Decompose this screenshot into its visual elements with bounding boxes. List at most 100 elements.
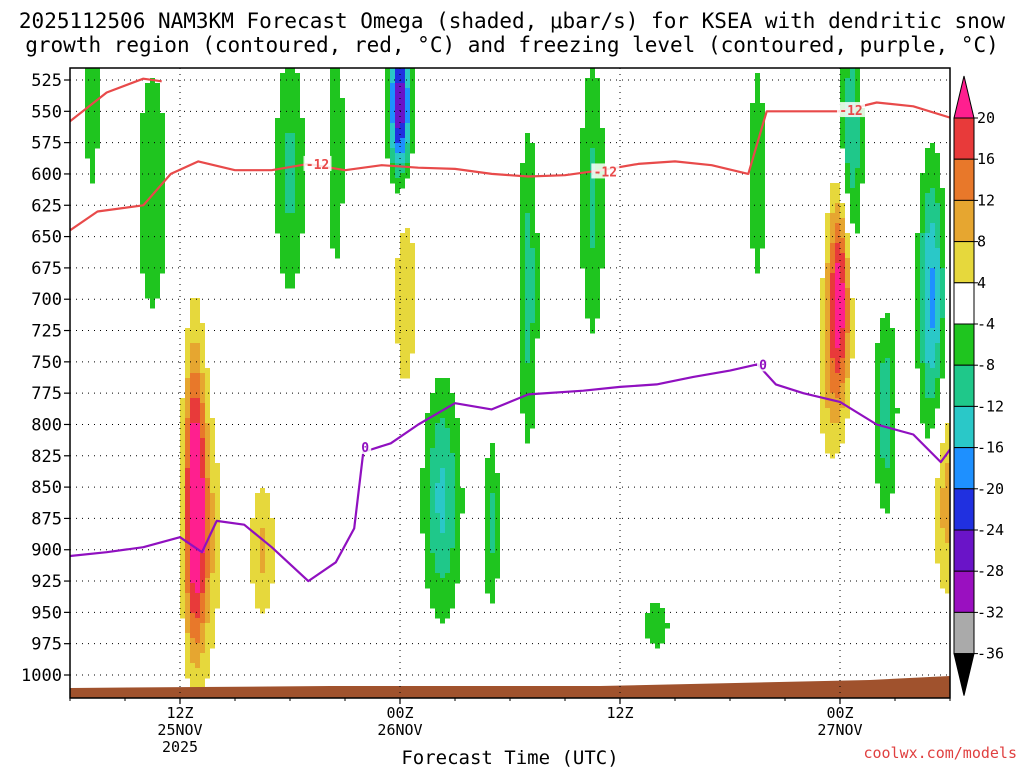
omega-cell [845, 323, 850, 329]
omega-cell [830, 253, 835, 259]
omega-cell [935, 228, 940, 234]
omega-cell [185, 343, 190, 349]
omega-cell [215, 498, 220, 504]
omega-cell [840, 208, 845, 214]
omega-cell [390, 173, 395, 179]
omega-cell [820, 358, 825, 364]
omega-cell [935, 548, 950, 554]
omega-cell [845, 123, 860, 129]
omega-cell [180, 588, 185, 594]
omega-cell [445, 528, 455, 534]
omega-cell [330, 128, 345, 134]
y-tick-label: 875 [31, 509, 62, 529]
omega-cell [935, 223, 940, 229]
omega-cell [520, 253, 525, 259]
omega-cell [400, 348, 415, 354]
omega-cell [210, 458, 215, 464]
omega-cell [830, 408, 840, 414]
omega-cell [180, 598, 185, 604]
omega-cell [195, 638, 200, 644]
omega-cell [825, 323, 830, 329]
omega-cell [185, 383, 190, 389]
omega-cell [185, 453, 190, 459]
omega-cell [920, 258, 925, 264]
omega-cell [840, 223, 845, 229]
omega-cell [260, 608, 265, 614]
omega-cell [265, 533, 275, 539]
omega-cell [590, 243, 595, 249]
omega-cell [330, 143, 345, 149]
omega-cell [940, 508, 950, 514]
omega-cell [85, 133, 100, 139]
omega-cell [330, 68, 340, 74]
omega-cell [205, 643, 215, 649]
omega-cell [535, 248, 540, 254]
omega-cell [830, 358, 835, 364]
omega-cell [845, 318, 850, 324]
omega-cell [520, 303, 525, 309]
omega-cell [455, 508, 465, 514]
omega-cell [880, 323, 890, 329]
omega-cell [495, 523, 500, 529]
omega-cell [330, 213, 340, 219]
omega-cell [940, 358, 945, 364]
omega-cell [920, 268, 925, 274]
omega-cell [935, 493, 940, 499]
omega-cell [395, 278, 415, 284]
omega-cell [185, 498, 190, 504]
omega-cell [535, 288, 540, 294]
omega-cell [830, 248, 835, 254]
omega-cell [490, 598, 495, 604]
omega-cell [285, 273, 295, 279]
omega-cell [880, 413, 890, 419]
omega-cell [860, 123, 865, 129]
omega-cell [210, 508, 215, 514]
omega-cell [425, 558, 435, 564]
omega-cell [195, 613, 200, 619]
omega-cell [840, 393, 845, 399]
omega-cell [940, 583, 950, 589]
omega-cell [840, 268, 845, 274]
omega-cell [85, 118, 100, 124]
omega-cell [940, 468, 945, 474]
omega-cell [835, 228, 840, 234]
omega-cell [385, 138, 390, 144]
omega-cell [860, 153, 865, 159]
omega-cell [875, 428, 880, 434]
omega-cell [825, 438, 845, 444]
y-tick-label: 575 [31, 134, 62, 154]
omega-cell [205, 553, 210, 559]
omega-cell [580, 243, 590, 249]
omega-cell [445, 418, 460, 424]
omega-cell [330, 243, 340, 249]
omega-cell [190, 498, 205, 504]
omega-cell [830, 228, 835, 234]
omega-cell [920, 198, 925, 204]
omega-cell [250, 563, 260, 569]
omega-cell [440, 478, 445, 484]
omega-cell [940, 573, 950, 579]
omega-cell [275, 163, 285, 169]
omega-cell [285, 198, 295, 204]
omega-cell [920, 383, 925, 389]
omega-cell [590, 218, 595, 224]
omega-cell [330, 103, 345, 109]
omega-cell [210, 473, 220, 479]
omega-cell [835, 328, 840, 334]
omega-cell [930, 318, 935, 324]
omega-cell [405, 123, 410, 129]
omega-cell [945, 483, 950, 489]
colorbar-bin [953, 364, 975, 407]
omega-cell [330, 138, 345, 144]
chart-title-line-2: growth region (contoured, red, °C) and f… [25, 33, 999, 57]
omega-cell [205, 373, 210, 379]
omega-cell [140, 118, 165, 124]
colorbar-bin [953, 117, 975, 160]
omega-cell [205, 453, 210, 459]
omega-cell [525, 348, 530, 354]
omega-cell [330, 233, 340, 239]
omega-cell [825, 253, 830, 259]
colorbar-label: 4 [977, 274, 986, 292]
omega-cell [755, 78, 760, 84]
omega-cell [875, 433, 880, 439]
